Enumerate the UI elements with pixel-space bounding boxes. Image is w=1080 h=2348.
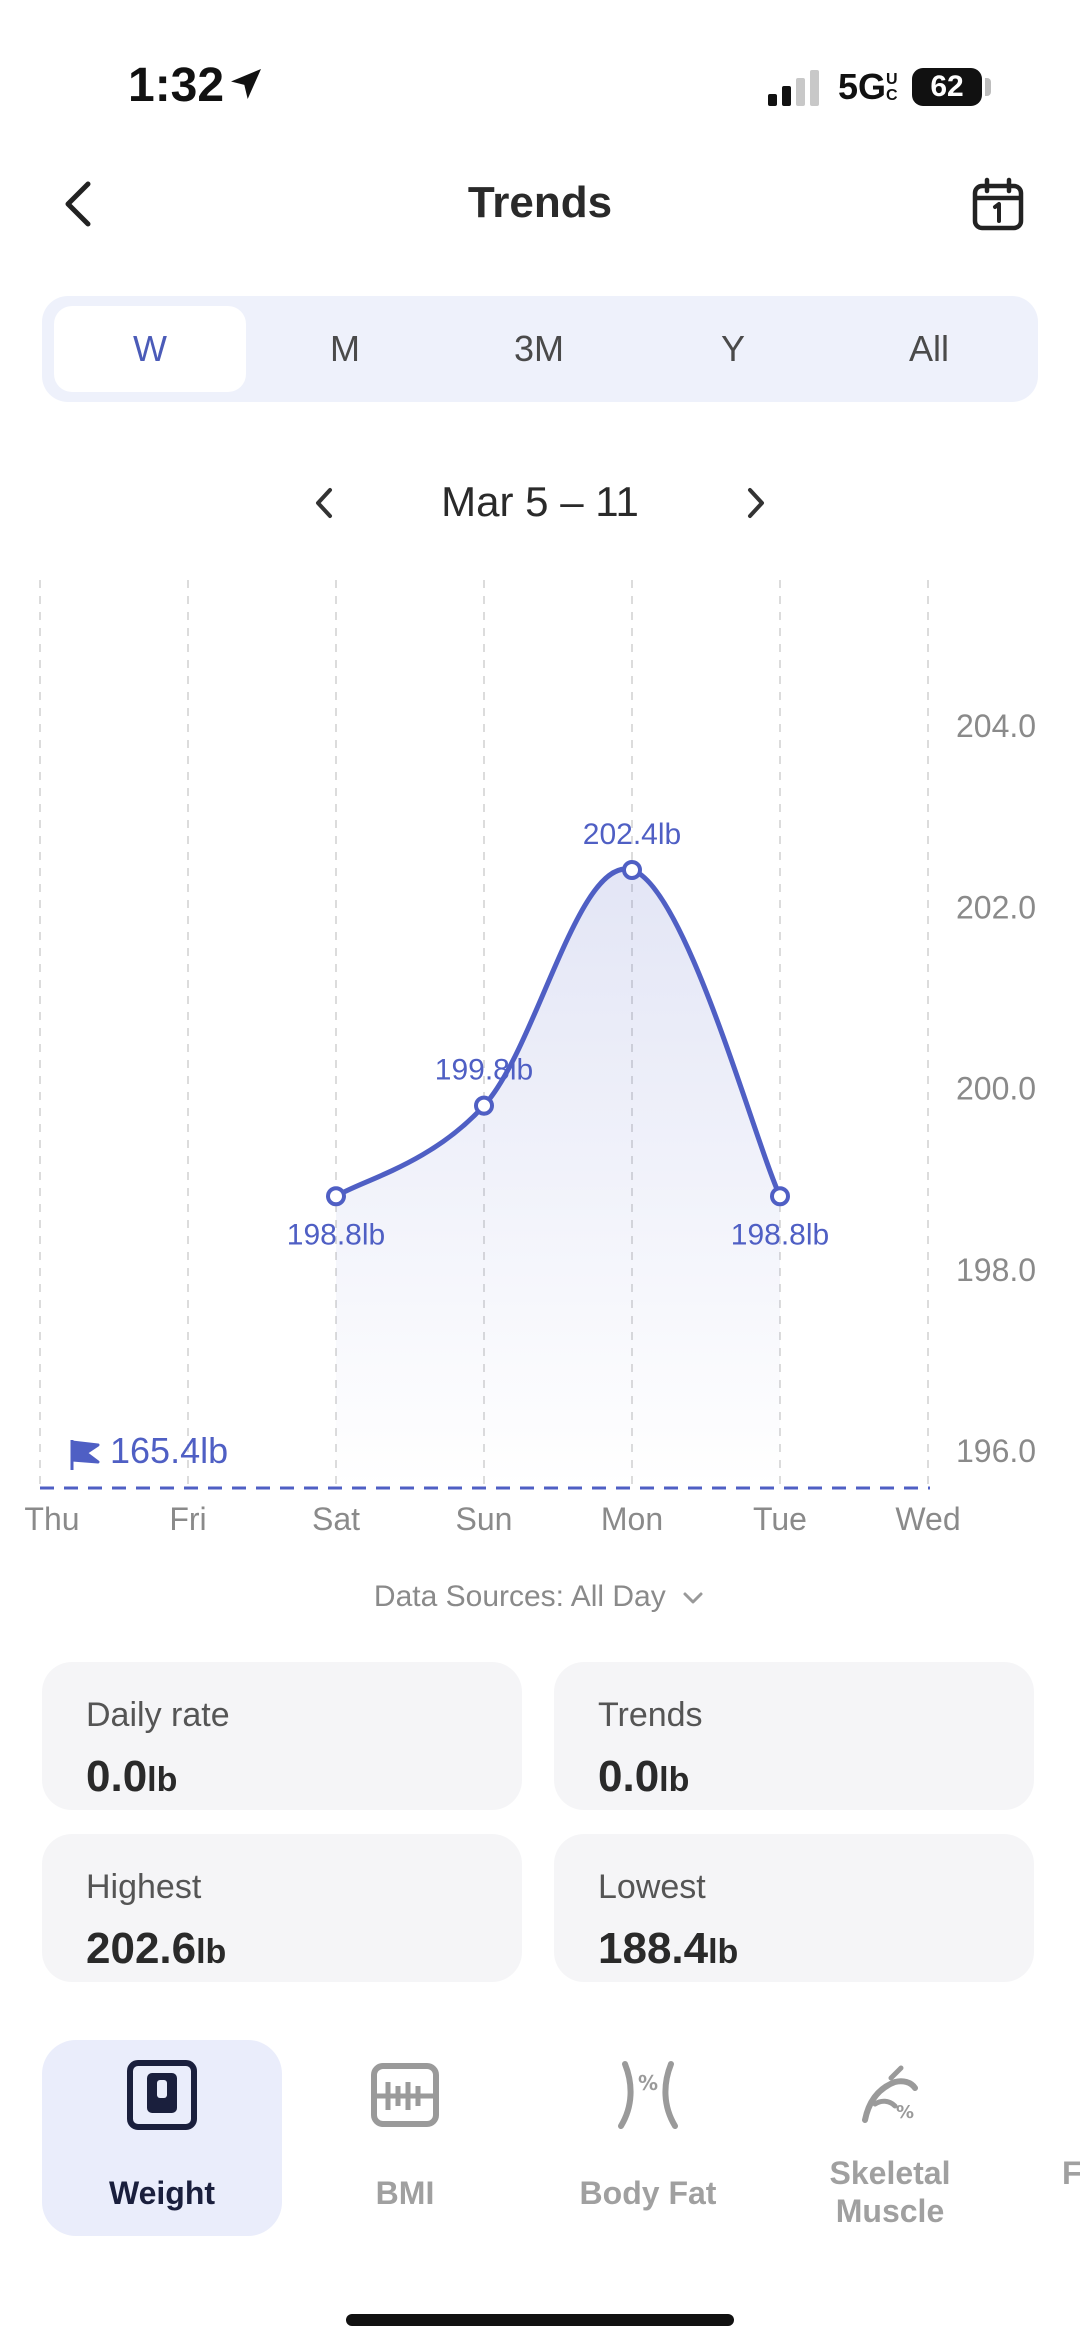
stat-card-highest: Highest 202.6lb (42, 1834, 522, 1982)
metric-tab-bmi[interactable]: BMI (285, 2040, 525, 2236)
data-label: 202.4lb (583, 818, 681, 851)
goal-flag-icon (70, 1440, 100, 1470)
battery-icon (912, 68, 982, 106)
y-tick-label: 196.0 (956, 1433, 1036, 1469)
stat-card-trends: Trends 0.0lb (554, 1662, 1034, 1810)
metric-tab-label: Weight (108, 2175, 216, 2211)
metric-tab-label: F (1062, 2155, 1080, 2191)
stat-label: Lowest (598, 1868, 706, 1906)
data-sources-label: Data Sources: All Day (373, 1580, 666, 1613)
cellular-signal-icon (768, 70, 819, 106)
x-tick-label: Sun (456, 1501, 513, 1537)
data-point (770, 1186, 790, 1207)
metric-tab-label: Body Fat (579, 2175, 717, 2211)
svg-text:%: % (638, 2071, 658, 2095)
stat-label: Daily rate (86, 1696, 230, 1734)
data-point (622, 860, 642, 880)
metric-tab-label: BMI (375, 2175, 435, 2211)
metric-tab-body-fat[interactable]: % Body Fat (528, 2040, 768, 2236)
x-tick-label: Wed (895, 1501, 960, 1537)
x-tick-label: Fri (169, 1501, 206, 1537)
weight-trend-chart: 198.8lb 199.8lb 202.4lb 198.8lb 165.4lb 204… (24, 580, 1036, 1537)
y-tick-label: 198.0 (956, 1252, 1036, 1288)
data-label: 198.8lb (731, 1218, 829, 1251)
scale-icon (127, 2060, 197, 2130)
stat-card-lowest: Lowest 188.4lb (554, 1834, 1034, 1982)
x-tick-label: Mon (601, 1501, 663, 1537)
y-tick-label: 204.0 (956, 708, 1036, 744)
date-range-label: Mar 5 – 11 (441, 478, 639, 525)
data-point (474, 1095, 494, 1116)
stat-label: Highest (86, 1868, 202, 1906)
data-label: 198.8lb (287, 1218, 385, 1251)
segment-year[interactable]: Y (720, 328, 745, 369)
x-tick-label: Sat (312, 1501, 360, 1537)
trend-area-fill (336, 869, 780, 1488)
location-arrow-icon (231, 69, 261, 99)
body-fat-icon: % (618, 2061, 678, 2129)
network-type: 5GUC (838, 66, 898, 107)
stat-value: 0.0lb (86, 1752, 178, 1801)
goal-label: 165.4lb (110, 1430, 228, 1471)
segment-month[interactable]: M (330, 328, 360, 369)
trend-line (334, 866, 783, 1199)
y-tick-label: 202.0 (956, 889, 1036, 925)
status-time: 1:32 (128, 59, 225, 112)
back-icon[interactable] (52, 176, 108, 232)
home-indicator[interactable] (346, 2314, 734, 2326)
bmi-icon (371, 2063, 439, 2127)
calendar-icon[interactable] (970, 176, 1026, 232)
metric-tab-weight[interactable]: Weight (42, 2040, 282, 2236)
svg-text:%: % (896, 2102, 914, 2123)
data-label: 199.8lb (435, 1054, 533, 1087)
x-tick-label: Thu (24, 1501, 79, 1537)
data-sources-selector[interactable]: Data Sources: All Day (0, 1580, 1080, 1614)
battery-cap (985, 78, 991, 96)
next-range-icon[interactable] (738, 482, 774, 524)
page-title: Trends (467, 178, 613, 227)
data-point (326, 1186, 346, 1207)
skeletal-muscle-icon: % (862, 2065, 918, 2123)
metric-tab-skeletal-muscle[interactable]: % Skeletal Muscle (770, 2040, 1010, 2236)
stat-card-daily-rate: Daily rate 0.0lb (42, 1662, 522, 1810)
battery-level: 62 (930, 70, 964, 103)
previous-range-icon[interactable] (306, 482, 342, 524)
stat-value: 0.0lb (598, 1752, 690, 1801)
stat-value: 202.6lb (86, 1924, 227, 1973)
stat-value: 188.4lb (598, 1924, 739, 1973)
segment-all[interactable]: All (908, 328, 949, 369)
metric-tab-partial[interactable]: F (1012, 2040, 1080, 2236)
x-tick-label: Tue (753, 1501, 807, 1537)
stat-label: Trends (598, 1696, 703, 1734)
segment-week[interactable]: W (54, 306, 246, 392)
metric-tab-label: Skeletal Muscle (829, 2155, 951, 2229)
y-tick-label: 200.0 (956, 1071, 1036, 1107)
segment-3-months[interactable]: 3M (513, 328, 564, 369)
chevron-down-icon (683, 1592, 703, 1604)
